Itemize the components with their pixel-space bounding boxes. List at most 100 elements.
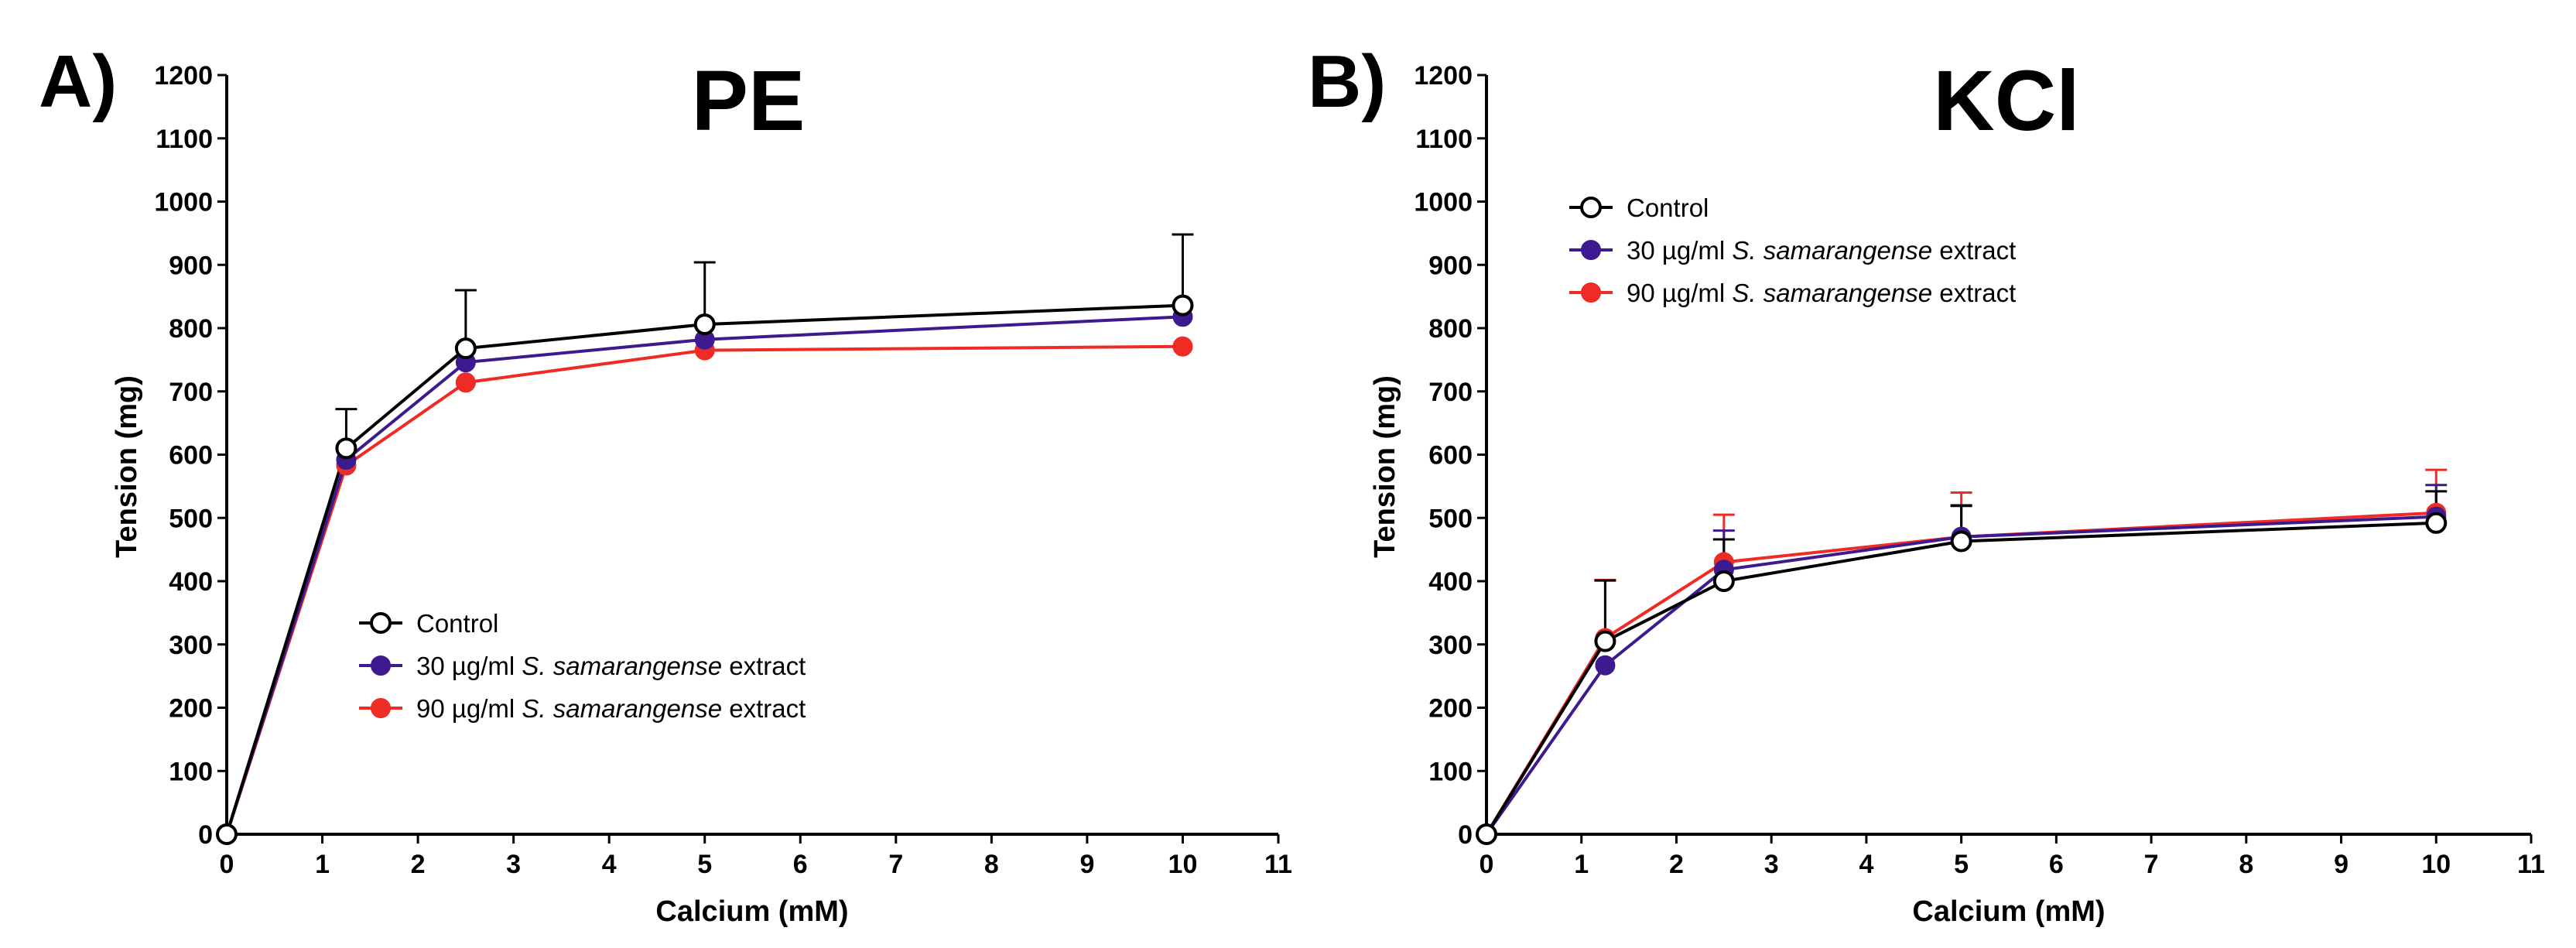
legend-label-part: S. samarangense <box>1732 236 1932 265</box>
panel-a-data-point <box>454 337 477 360</box>
legend-label-part: 30 µg/ml <box>1627 236 1732 265</box>
panel-a-x-tick-label: 11 <box>1264 850 1292 879</box>
panel-b-letter: B) <box>1308 40 1386 123</box>
panel-a-x-tick-label: 2 <box>411 850 426 879</box>
panel-a-legend-label: Control <box>416 609 498 638</box>
legend-label-part: extract <box>722 652 806 680</box>
panel-a-data-point <box>1172 294 1194 317</box>
legend-label-part: 30 µg/ml <box>416 652 522 680</box>
panel-a-x-tick-label: 3 <box>506 850 521 879</box>
legend-label-part: Control <box>1627 193 1709 222</box>
panel-a-x-tick-label: 6 <box>793 850 808 879</box>
panel-b-legend-marker <box>1580 197 1602 218</box>
panel-a-series-line-3 <box>225 344 1183 835</box>
panel-a-y-tick-label: 400 <box>169 567 213 597</box>
panel-a-y-tick-label: 200 <box>169 694 213 724</box>
panel-b-data-point <box>1595 655 1616 676</box>
panel-a-chart: A) PE Calcium (mM) Tension (mg) 0 100 200 3… <box>39 40 1292 928</box>
panel-a-x-tick-label: 5 <box>697 850 712 879</box>
panel-b-title: KCl <box>1933 53 2079 149</box>
panel-b-y-tick-label: 900 <box>1428 251 1473 280</box>
panel-b-legend-marker <box>1581 282 1601 303</box>
panel-b-x-tick-label: 10 <box>2421 850 2451 879</box>
panel-a-legend-label: 30 µg/ml S. samarangense extract <box>416 652 806 680</box>
panel-b-x-tick-label: 9 <box>2334 850 2349 879</box>
panel-a-series-line-1 <box>225 303 1183 835</box>
panel-a-y-tick-label: 600 <box>169 441 213 471</box>
panel-a-data-point <box>693 313 716 336</box>
panel-b-x-axis-label: Calcium (mM) <box>1912 895 2105 928</box>
panel-a-x-tick-label: 7 <box>888 850 903 879</box>
legend-label-part: 90 µg/ml <box>416 694 522 723</box>
panel-a-y-tick-label: 1100 <box>156 125 213 154</box>
panel-a-data-point <box>1172 336 1193 357</box>
panel-b-y-tick-label: 1200 <box>1414 61 1473 91</box>
panel-b-y-tick-label: 800 <box>1428 314 1473 344</box>
panel-b-x-tick-label: 5 <box>1954 850 1969 879</box>
panel-b-data-point <box>2425 512 2448 534</box>
panel-b-x-tick-label: 2 <box>1669 850 1684 879</box>
panel-b-chart: B) KCl Calcium (mM) Tension (mg) 0100200… <box>1308 40 2545 928</box>
panel-a-letter: A) <box>39 40 117 123</box>
panel-a-x-axis-label: Calcium (mM) <box>655 895 848 928</box>
panel-a-x-tick-label: 9 <box>1079 850 1094 879</box>
legend-label-part: 90 µg/ml <box>1627 279 1732 307</box>
panel-a-y-tick-label: 900 <box>169 251 213 280</box>
panel-b-y-tick-label: 400 <box>1428 567 1473 597</box>
panel-b-legend-label: 30 µg/ml S. samarangense extract <box>1627 236 2016 265</box>
panel-b-y-axis-label: Tension (mg) <box>1369 375 1401 558</box>
panel-b-y-tick-label: 700 <box>1428 378 1473 407</box>
panel-a-legend-marker <box>370 612 392 634</box>
panel-a-legend-marker <box>371 655 391 676</box>
panel-b-x-tick-label: 3 <box>1764 850 1779 879</box>
legend-label-part: S. samarangense <box>522 652 722 680</box>
panel-a-x-tick-label: 4 <box>602 850 617 879</box>
panel-a-x-tick-label: 0 <box>220 850 234 879</box>
panel-b-data-point <box>1476 823 1497 845</box>
panel-a-x-tick-label: 10 <box>1168 850 1198 879</box>
panel-b-legend-label: Control <box>1627 193 1709 222</box>
panel-b-series-line-3 <box>1485 511 2437 836</box>
panel-b-x-tick-label: 1 <box>1574 850 1589 879</box>
panel-a-y-tick-label: 1000 <box>154 188 213 217</box>
panel-b-data-point <box>1950 530 1972 553</box>
panel-a-x-tick-label: 8 <box>984 850 999 879</box>
panel-a-title: PE <box>692 53 806 149</box>
panel-b-legend-marker <box>1581 240 1601 260</box>
panel-b-y-tick-label: 600 <box>1428 441 1473 471</box>
panel-a-legend-label: 90 µg/ml S. samarangense extract <box>416 694 806 723</box>
panel-b-y-tick-label: 1000 <box>1414 188 1473 217</box>
panel-a-x-tick-label: 1 <box>315 850 330 879</box>
panel-b-x-tick-label: 6 <box>2049 850 2064 879</box>
panel-b-y-tick-label: 0 <box>1458 820 1473 850</box>
panel-b-y-tick-label: 200 <box>1428 694 1473 724</box>
legend-label-part: Control <box>416 609 498 638</box>
panel-a-y-tick-label: 700 <box>169 378 213 407</box>
legend-label-part: extract <box>1932 279 2016 307</box>
panel-b-y-tick-label: 100 <box>1428 757 1473 786</box>
panel-b-x-tick-label: 4 <box>1859 850 1873 879</box>
legend-label-part: S. samarangense <box>522 694 722 723</box>
panel-b-legend-label: 90 µg/ml S. samarangense extract <box>1627 279 2016 307</box>
panel-a-y-tick-label: 500 <box>169 504 213 533</box>
panel-b-x-tick-label: 7 <box>2144 850 2159 879</box>
panel-a-legend-marker <box>371 698 391 718</box>
panel-b-x-tick-label: 11 <box>2517 850 2545 879</box>
panel-b-y-tick-label: 1100 <box>1415 125 1473 154</box>
panel-b-y-tick-label: 300 <box>1428 631 1473 660</box>
panel-b-x-tick-label: 8 <box>2239 850 2253 879</box>
panel-b-data-point <box>1594 630 1616 652</box>
panel-a-y-tick-label: 800 <box>169 314 213 344</box>
panel-b-data-point <box>1712 570 1735 592</box>
panel-b-y-tick-label: 500 <box>1428 504 1473 533</box>
panel-a-data-point <box>335 437 357 460</box>
panel-b-series-line-2 <box>1485 515 2437 836</box>
panel-a-y-axis-label: Tension (mg) <box>111 375 143 558</box>
panel-b-x-tick-label: 0 <box>1480 850 1494 879</box>
panel-a-y-tick-label: 100 <box>169 757 213 786</box>
panel-a-y-tick-label: 300 <box>169 631 213 660</box>
panel-a-series-line-2 <box>225 315 1183 835</box>
panel-a-y-tick-label: 1200 <box>154 61 213 91</box>
panel-a-data-point <box>216 823 238 845</box>
